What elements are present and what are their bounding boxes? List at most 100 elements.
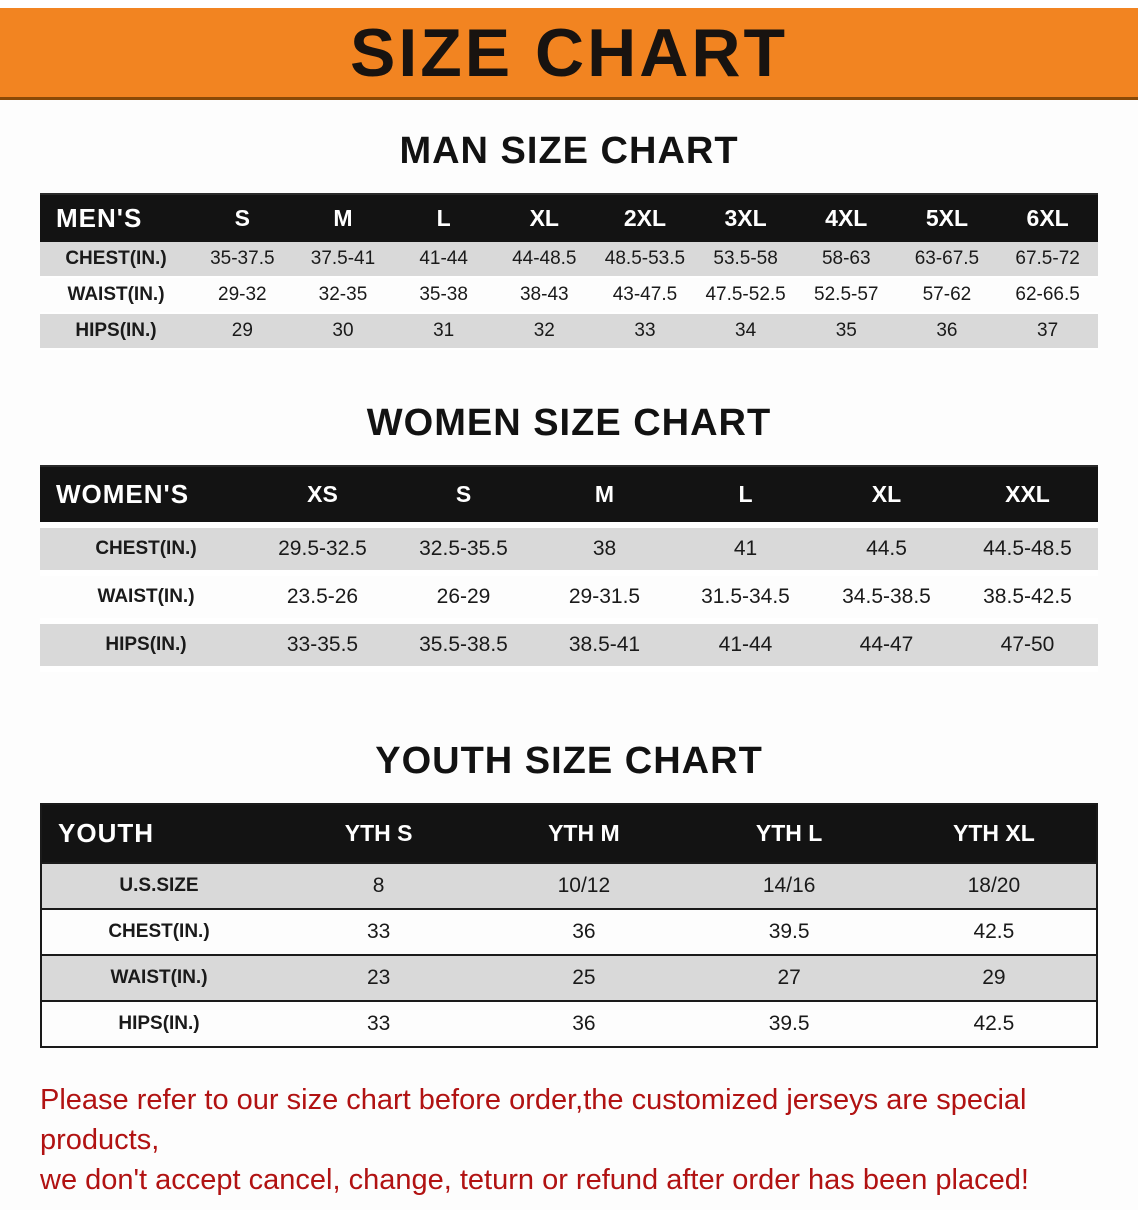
measurement-row: CHEST(IN.) 33 36 39.5 42.5 xyxy=(41,909,1097,955)
row-label-cell: U.S.SIZE xyxy=(119,875,199,896)
size-value-cell: 27 xyxy=(777,966,801,989)
size-value-cell: 32-35 xyxy=(318,284,368,305)
size-column-header: XXL xyxy=(957,466,1098,525)
size-value-cell: 53.5-58 xyxy=(713,248,778,269)
size-column-header: 6XL xyxy=(997,194,1098,242)
size-column-header: L xyxy=(393,194,494,242)
size-value-cell: 63-67.5 xyxy=(914,248,980,269)
size-value-cell: 57-62 xyxy=(922,284,972,305)
size-column-header: 4XL xyxy=(795,194,897,242)
size-value-cell: 26-29 xyxy=(436,585,491,608)
women-section-heading: WOMEN SIZE CHART xyxy=(366,402,772,444)
size-value-cell: 32 xyxy=(533,320,555,341)
measurement-row: WAIST(IN.) 29-32 32-35 35-38 38-43 43-47.5 47.… xyxy=(40,277,1098,313)
size-column-header: 5XL xyxy=(896,194,998,242)
women-size-table: WOMEN'S XS S M L XL XXL CHEST(IN.) 29.5-32.5 32.5… xyxy=(40,465,1098,672)
measurement-row: HIPS(IN.) 33-35.5 35.5-38.5 38.5-41 41-44 44-… xyxy=(40,621,1098,669)
size-column-header: M xyxy=(534,466,675,525)
size-value-cell: 42.5 xyxy=(973,1012,1015,1035)
table-header-row: MEN'S S M L XL 2XL 3XL 4XL 5XL 6XL xyxy=(40,194,1098,242)
size-value-cell: 35-38 xyxy=(419,284,468,305)
size-value-cell: 67.5-72 xyxy=(1015,248,1080,269)
row-label-cell: CHEST(IN.) xyxy=(65,248,167,269)
size-column-header: YTH XL xyxy=(891,804,1097,863)
size-value-cell: 58-63 xyxy=(821,248,871,269)
row-label-cell: WAIST(IN.) xyxy=(110,967,208,988)
size-value-cell: 38.5-42.5 xyxy=(983,585,1072,608)
size-value-cell: 29.5-32.5 xyxy=(278,537,367,560)
size-column-header: XS xyxy=(252,466,393,525)
size-value-cell: 36 xyxy=(936,320,958,341)
men-size-table: MEN'S S M L XL 2XL 3XL 4XL 5XL 6XL CHEST(IN.) 35-37… xyxy=(40,193,1098,350)
size-column-header: XL xyxy=(493,194,595,242)
size-column-header: 2XL xyxy=(594,194,696,242)
measurement-row: WAIST(IN.) 23 25 27 29 xyxy=(41,955,1097,1001)
size-value-cell: 34.5-38.5 xyxy=(842,585,931,608)
men-size-section: MAN SIZE CHART MEN'S S M L XL 2XL 3XL 4XL 5XL 6XL… xyxy=(0,130,1138,350)
size-value-cell: 23.5-26 xyxy=(286,585,359,608)
table-title-cell: YOUTH xyxy=(41,804,276,863)
size-value-cell: 35 xyxy=(835,320,857,341)
size-value-cell: 43-47.5 xyxy=(612,284,678,305)
size-value-cell: 29-31.5 xyxy=(568,585,641,608)
measurement-row: WAIST(IN.) 23.5-26 26-29 29-31.5 31.5-34.5 34… xyxy=(40,573,1098,621)
size-value-cell: 37.5-41 xyxy=(310,248,376,269)
youth-section-heading: YOUTH SIZE CHART xyxy=(375,740,763,782)
size-value-cell: 48.5-53.5 xyxy=(604,248,686,269)
size-value-cell: 44.5 xyxy=(866,537,907,560)
row-label-cell: HIPS(IN.) xyxy=(118,1013,200,1034)
size-value-cell: 29 xyxy=(231,320,253,341)
youth-size-section: YOUTH SIZE CHART YOUTH YTH S YTH M YTH L YTH… xyxy=(0,740,1138,1048)
size-value-cell: 41 xyxy=(733,537,758,560)
measurement-row: CHEST(IN.) 35-37.5 37.5-41 41-44 44-48.5 48.5… xyxy=(40,242,1098,277)
size-value-cell: 30 xyxy=(332,320,354,341)
table-title-cell: WOMEN'S xyxy=(40,466,252,525)
men-section-heading: MAN SIZE CHART xyxy=(399,130,739,172)
measurement-row: U.S.SIZE 8 10/12 14/16 18/20 xyxy=(41,863,1097,909)
size-value-cell: 44.5-48.5 xyxy=(983,537,1072,560)
size-value-cell: 38-43 xyxy=(519,284,569,305)
size-value-cell: 29-32 xyxy=(218,284,267,305)
size-value-cell: 35-37.5 xyxy=(210,248,275,269)
size-value-cell: 52.5-57 xyxy=(814,284,879,305)
size-value-cell: 35.5-38.5 xyxy=(419,633,508,656)
size-value-cell: 39.5 xyxy=(768,1012,810,1035)
table-title-cell: MEN'S xyxy=(40,194,192,242)
measurement-row: HIPS(IN.) 33 36 39.5 42.5 xyxy=(41,1001,1097,1047)
size-value-cell: 10/12 xyxy=(557,874,611,897)
size-value-cell: 41-44 xyxy=(419,248,468,269)
measurement-row: HIPS(IN.) 29 30 31 32 33 34 35 36 37 xyxy=(40,313,1098,349)
disclaimer: Please refer to our size chart before or… xyxy=(0,1080,1138,1200)
size-value-cell: 32.5-35.5 xyxy=(419,537,508,560)
row-label-cell: WAIST(IN.) xyxy=(97,586,195,607)
size-value-cell: 18/20 xyxy=(967,874,1021,897)
size-value-cell: 33 xyxy=(366,920,391,943)
size-value-cell: 41-44 xyxy=(718,633,773,656)
row-label-cell: CHEST(IN.) xyxy=(108,921,210,942)
youth-size-table: YOUTH YTH S YTH M YTH L YTH XL U.S.SIZE 8 10/12… xyxy=(40,803,1098,1048)
size-value-cell: 36 xyxy=(572,920,596,943)
size-value-cell: 33-35.5 xyxy=(286,633,359,656)
size-value-cell: 31.5-34.5 xyxy=(701,585,790,608)
size-column-header: M xyxy=(292,194,394,242)
row-label-cell: HIPS(IN.) xyxy=(105,634,187,655)
measurement-row: CHEST(IN.) 29.5-32.5 32.5-35.5 38 41 44.5 44.5… xyxy=(40,525,1098,573)
size-value-cell: 33 xyxy=(366,1012,391,1035)
size-column-header: S xyxy=(192,194,293,242)
size-value-cell: 38 xyxy=(592,537,617,560)
disclaimer-line-1: Please refer to our size chart before or… xyxy=(40,1084,1027,1157)
size-column-header: S xyxy=(393,466,534,525)
size-value-cell: 23 xyxy=(366,966,391,989)
size-value-cell: 39.5 xyxy=(768,920,810,943)
size-value-cell: 47.5-52.5 xyxy=(705,284,786,305)
disclaimer-line-2: we don't accept cancel, change, teturn o… xyxy=(40,1164,1029,1197)
size-value-cell: 44-47 xyxy=(859,633,914,656)
table-header-row: YOUTH YTH S YTH M YTH L YTH XL xyxy=(41,804,1097,863)
size-column-header: 3XL xyxy=(695,194,796,242)
size-column-header: YTH S xyxy=(276,804,482,863)
size-column-header: YTH L xyxy=(686,804,892,863)
size-value-cell: 25 xyxy=(572,966,596,989)
banner: SIZE CHART xyxy=(0,8,1138,100)
size-value-cell: 38.5-41 xyxy=(568,633,641,656)
women-size-section: WOMEN SIZE CHART WOMEN'S XS S M L XL XXL CHEST(… xyxy=(0,402,1138,672)
